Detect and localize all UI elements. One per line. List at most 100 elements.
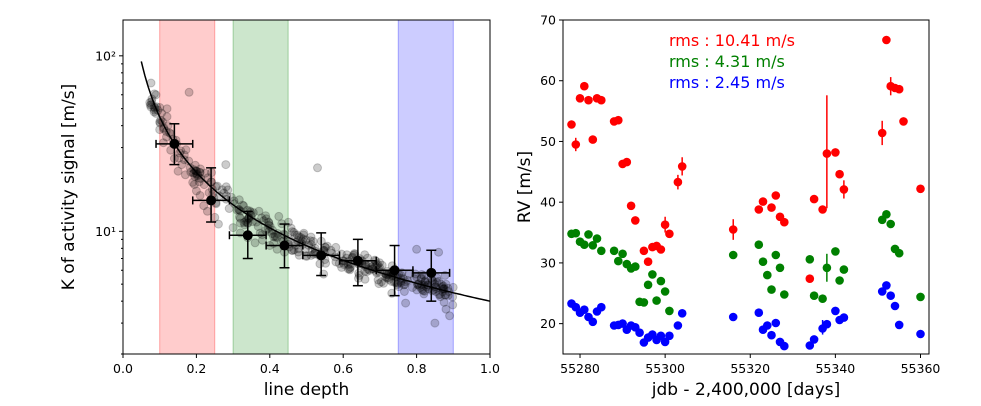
x-tick-label: 1.0: [480, 361, 500, 376]
rv-point: [822, 263, 832, 273]
activity-point: [360, 250, 370, 260]
rv-point: [916, 329, 925, 339]
activity-point: [221, 182, 231, 192]
activity-point: [434, 276, 444, 286]
bin-marker: [316, 250, 327, 261]
rv-point: [822, 149, 832, 158]
rv-point: [818, 205, 827, 214]
series-blue: [567, 281, 925, 351]
activity-point: [299, 228, 309, 238]
activity-point: [162, 104, 172, 114]
binned-point: [412, 249, 451, 302]
x-tick-label: 55280: [560, 361, 600, 376]
rv-point: [660, 220, 670, 229]
rv-point: [767, 330, 776, 340]
rv-point: [643, 280, 653, 290]
activity-point: [158, 138, 168, 148]
activity-point: [224, 204, 234, 213]
activity-point: [299, 230, 308, 240]
activity-point: [270, 231, 280, 241]
rv-point: [571, 140, 581, 149]
right-y-axis-label: RV [m/s]: [515, 151, 535, 223]
activity-point: [399, 280, 409, 290]
activity-point: [420, 286, 430, 296]
rv-point: [665, 229, 674, 239]
rv-point: [780, 341, 789, 351]
rv-point: [592, 234, 602, 243]
binned-point: [155, 123, 194, 166]
activity-point: [190, 160, 200, 170]
rv-point: [609, 246, 619, 256]
left-x-ticks: 0.0 0.2 0.4 0.6 0.8 1.0: [113, 354, 500, 376]
rv-point: [763, 321, 772, 330]
activity-point: [399, 287, 409, 296]
rv-point: [767, 203, 776, 212]
rv-point: [665, 331, 674, 341]
rv-point: [771, 191, 781, 200]
activity-point: [434, 247, 444, 257]
activity-point: [151, 90, 161, 100]
activity-point: [290, 230, 300, 240]
activity-point: [416, 273, 426, 283]
activity-point: [240, 220, 250, 230]
activity-point: [229, 199, 239, 209]
activity-point: [412, 285, 422, 295]
rv-point: [831, 306, 840, 316]
rv-point: [631, 216, 640, 225]
activity-point: [286, 223, 296, 233]
activity-point: [407, 283, 417, 292]
rv-point: [567, 120, 576, 129]
activity-point: [373, 275, 383, 285]
rms-label-2: rms : 2.45 m/s: [669, 73, 785, 92]
rv-point: [831, 247, 840, 256]
left-y-axis-label: K of activity signal [m/s]: [59, 84, 79, 291]
rv-point: [660, 287, 670, 296]
activity-point: [387, 276, 396, 286]
y-tick-label: 50: [540, 134, 556, 149]
activity-point: [191, 186, 201, 196]
activity-point: [189, 180, 199, 189]
rv-point: [660, 337, 670, 347]
rv-point: [588, 135, 598, 144]
y-tick-label: 20: [540, 316, 556, 331]
binned-point: [191, 167, 231, 223]
activity-point: [308, 236, 318, 246]
activity-point: [441, 279, 451, 289]
rv-point: [643, 257, 653, 267]
rv-point: [588, 317, 598, 327]
rv-point: [916, 292, 925, 302]
x-tick-label: 55300: [645, 361, 685, 376]
activity-point: [441, 304, 451, 314]
rv-point: [805, 341, 815, 350]
activity-point: [258, 235, 267, 245]
bin-marker: [169, 138, 180, 149]
x-tick-label: 0.0: [113, 361, 133, 376]
rv-point: [597, 302, 606, 312]
activity-point: [212, 181, 222, 191]
rv-point: [780, 217, 789, 227]
rv-point: [677, 162, 687, 171]
activity-point: [155, 125, 165, 135]
activity-point: [416, 274, 426, 284]
rv-point: [894, 84, 904, 94]
activity-point: [193, 171, 202, 181]
activity-point: [235, 212, 244, 222]
activity-point: [374, 279, 384, 289]
right-axes-frame: [562, 19, 930, 355]
activity-point: [287, 245, 297, 255]
right-y-ticks: 20 30 40 50 60 70: [540, 13, 563, 331]
rv-point: [886, 219, 895, 229]
series-red: [567, 35, 925, 284]
activity-point: [176, 146, 186, 156]
activity-point: [377, 260, 387, 270]
activity-point: [294, 232, 304, 242]
rv-point: [754, 240, 764, 249]
activity-point: [287, 227, 297, 237]
rv-point: [877, 128, 887, 138]
activity-point: [360, 274, 370, 284]
activity-point: [401, 298, 411, 308]
activity-point: [435, 289, 445, 299]
rv-point: [588, 241, 598, 250]
binned-point: [302, 232, 341, 277]
activity-point: [337, 262, 347, 272]
